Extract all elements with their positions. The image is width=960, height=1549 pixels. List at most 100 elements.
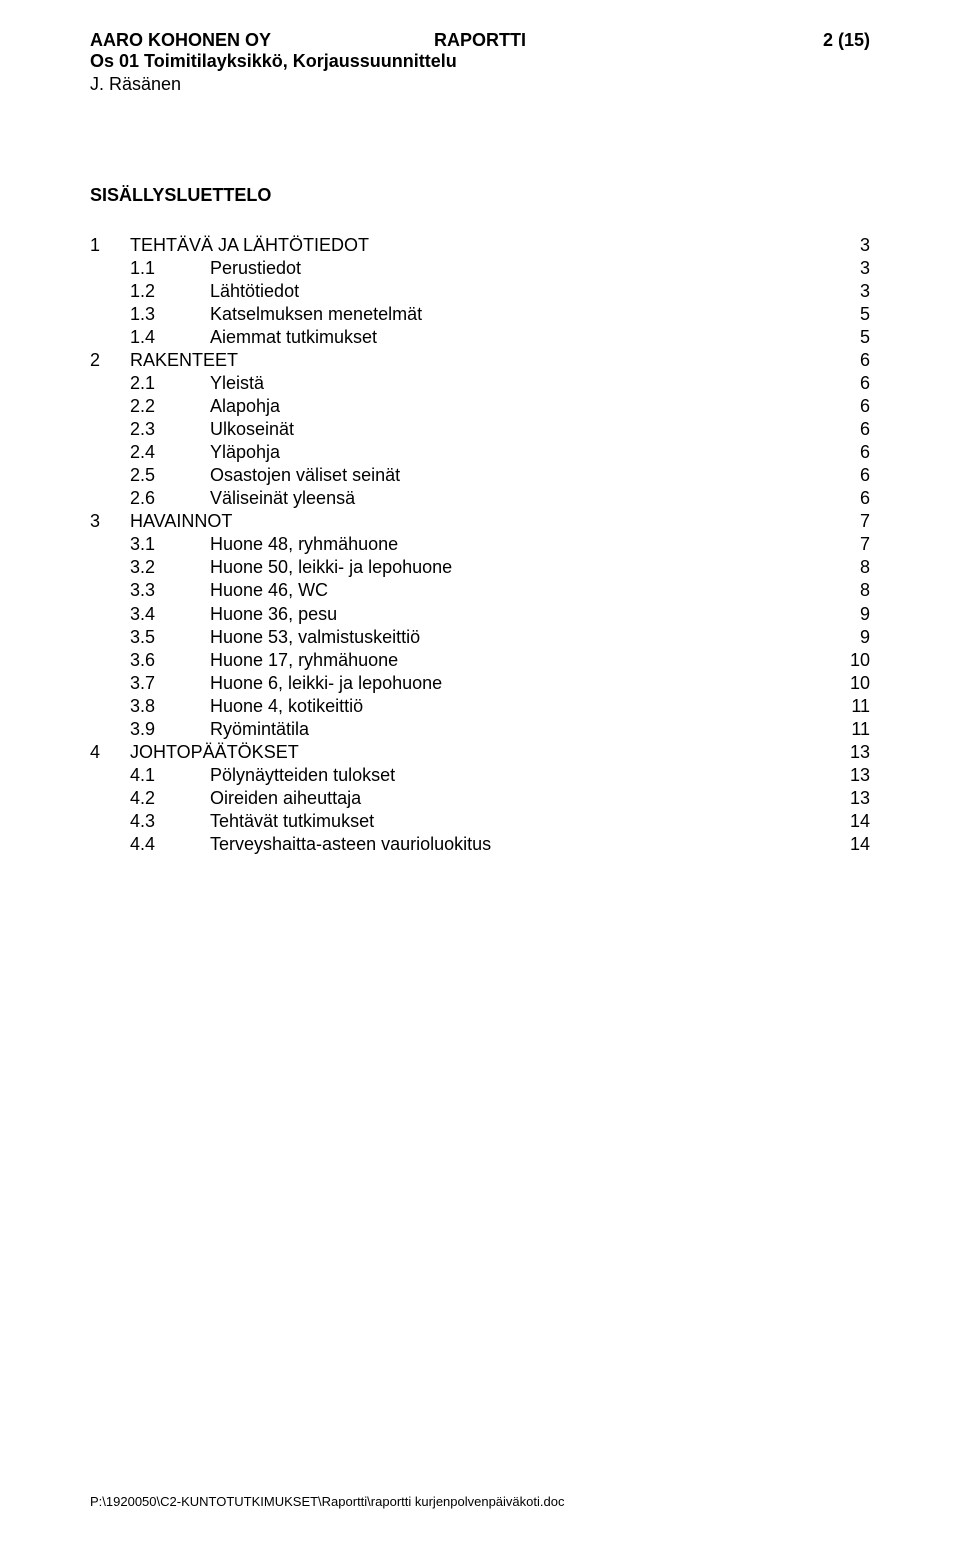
toc-number: 3.6 <box>90 649 210 672</box>
toc-label: RAKENTEET <box>130 349 830 372</box>
toc-page: 9 <box>830 603 870 626</box>
toc-label: Huone 48, ryhmähuone <box>210 533 830 556</box>
toc-page: 5 <box>830 326 870 349</box>
toc-number: 1.2 <box>90 280 210 303</box>
page-number: 2 (15) <box>610 30 870 51</box>
toc-page: 7 <box>830 533 870 556</box>
toc-row: 2.1Yleistä6 <box>90 372 870 395</box>
toc-label: Pölynäytteiden tulokset <box>210 764 830 787</box>
toc-number: 3.8 <box>90 695 210 718</box>
toc-page: 6 <box>830 487 870 510</box>
toc-page: 11 <box>830 718 870 741</box>
toc-number: 3.3 <box>90 579 210 602</box>
toc-row: 4JOHTOPÄÄTÖKSET13 <box>90 741 870 764</box>
subheader: Os 01 Toimitilayksikkö, Korjaussuunnitte… <box>90 51 870 72</box>
toc-label: Ryömintätila <box>210 718 830 741</box>
toc-row: 3.7Huone 6, leikki- ja lepohuone10 <box>90 672 870 695</box>
toc-label: Aiemmat tutkimukset <box>210 326 830 349</box>
toc-page: 10 <box>830 672 870 695</box>
toc-label: Huone 36, pesu <box>210 603 830 626</box>
toc-page: 3 <box>830 280 870 303</box>
toc-number: 3 <box>90 510 130 533</box>
toc-number: 1.4 <box>90 326 210 349</box>
toc-row: 2.2Alapohja6 <box>90 395 870 418</box>
toc-label: Oireiden aiheuttaja <box>210 787 830 810</box>
toc-row: 3.2Huone 50, leikki- ja lepohuone8 <box>90 556 870 579</box>
company-name: AARO KOHONEN OY <box>90 30 350 51</box>
toc-label: Huone 6, leikki- ja lepohuone <box>210 672 830 695</box>
toc-row: 1.1Perustiedot3 <box>90 257 870 280</box>
toc-label: Terveyshaitta-asteen vaurioluokitus <box>210 833 830 856</box>
toc-row: 3.8Huone 4, kotikeittiö11 <box>90 695 870 718</box>
toc-row: 1.4Aiemmat tutkimukset5 <box>90 326 870 349</box>
toc-page: 3 <box>830 257 870 280</box>
toc-label: TEHTÄVÄ JA LÄHTÖTIEDOT <box>130 234 830 257</box>
toc-number: 2.2 <box>90 395 210 418</box>
toc-page: 8 <box>830 556 870 579</box>
author: J. Räsänen <box>90 74 870 95</box>
toc-row: 2RAKENTEET6 <box>90 349 870 372</box>
toc-row: 3.9Ryömintätila11 <box>90 718 870 741</box>
toc-label: Osastojen väliset seinät <box>210 464 830 487</box>
toc-label: Huone 4, kotikeittiö <box>210 695 830 718</box>
toc-row: 4.4Terveyshaitta-asteen vaurioluokitus14 <box>90 833 870 856</box>
toc-page: 8 <box>830 579 870 602</box>
toc-page: 11 <box>830 695 870 718</box>
toc-page: 6 <box>830 464 870 487</box>
toc-label: Yläpohja <box>210 441 830 464</box>
toc-number: 3.5 <box>90 626 210 649</box>
toc-page: 13 <box>830 787 870 810</box>
toc-row: 2.5Osastojen väliset seinät6 <box>90 464 870 487</box>
toc-row: 2.6Väliseinät yleensä6 <box>90 487 870 510</box>
toc-label: Yleistä <box>210 372 830 395</box>
toc-title: SISÄLLYSLUETTELO <box>90 185 870 206</box>
toc-label: Huone 46, WC <box>210 579 830 602</box>
toc-number: 3.9 <box>90 718 210 741</box>
toc-label: Huone 53, valmistuskeittiö <box>210 626 830 649</box>
toc-number: 2.5 <box>90 464 210 487</box>
toc-row: 1.2Lähtötiedot3 <box>90 280 870 303</box>
toc-number: 3.7 <box>90 672 210 695</box>
toc-label: Ulkoseinät <box>210 418 830 441</box>
toc-number: 3.4 <box>90 603 210 626</box>
toc-number: 3.2 <box>90 556 210 579</box>
toc-label: Alapohja <box>210 395 830 418</box>
toc-label: Huone 17, ryhmähuone <box>210 649 830 672</box>
toc-page: 13 <box>830 764 870 787</box>
toc-page: 14 <box>830 833 870 856</box>
toc-number: 4.3 <box>90 810 210 833</box>
toc-row: 3.5Huone 53, valmistuskeittiö9 <box>90 626 870 649</box>
toc-page: 13 <box>830 741 870 764</box>
toc-row: 4.1Pölynäytteiden tulokset13 <box>90 764 870 787</box>
toc-row: 1.3Katselmuksen menetelmät5 <box>90 303 870 326</box>
toc-page: 6 <box>830 395 870 418</box>
toc-number: 3.1 <box>90 533 210 556</box>
toc-row: 3.4Huone 36, pesu9 <box>90 603 870 626</box>
toc-row: 1TEHTÄVÄ JA LÄHTÖTIEDOT3 <box>90 234 870 257</box>
toc-page: 6 <box>830 349 870 372</box>
toc-number: 2.3 <box>90 418 210 441</box>
table-of-contents: 1TEHTÄVÄ JA LÄHTÖTIEDOT31.1Perustiedot31… <box>90 234 870 856</box>
toc-number: 2.6 <box>90 487 210 510</box>
toc-number: 4 <box>90 741 130 764</box>
header-row: AARO KOHONEN OY RAPORTTI 2 (15) <box>90 30 870 51</box>
toc-number: 4.1 <box>90 764 210 787</box>
toc-number: 1.3 <box>90 303 210 326</box>
toc-number: 4.2 <box>90 787 210 810</box>
toc-page: 14 <box>830 810 870 833</box>
page: AARO KOHONEN OY RAPORTTI 2 (15) Os 01 To… <box>0 0 960 1549</box>
toc-label: HAVAINNOT <box>130 510 830 533</box>
toc-row: 3HAVAINNOT7 <box>90 510 870 533</box>
toc-page: 3 <box>830 234 870 257</box>
toc-page: 6 <box>830 372 870 395</box>
toc-label: Lähtötiedot <box>210 280 830 303</box>
toc-row: 2.3Ulkoseinät6 <box>90 418 870 441</box>
toc-label: Perustiedot <box>210 257 830 280</box>
toc-page: 6 <box>830 418 870 441</box>
toc-label: Huone 50, leikki- ja lepohuone <box>210 556 830 579</box>
toc-row: 4.2Oireiden aiheuttaja13 <box>90 787 870 810</box>
toc-row: 2.4Yläpohja6 <box>90 441 870 464</box>
toc-page: 7 <box>830 510 870 533</box>
toc-number: 1.1 <box>90 257 210 280</box>
toc-page: 6 <box>830 441 870 464</box>
